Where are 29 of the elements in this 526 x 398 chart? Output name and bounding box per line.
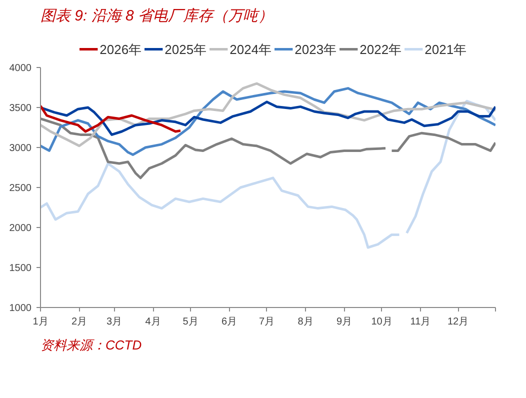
y-tick-label: 3000	[9, 143, 32, 154]
y-tick-label: 3500	[9, 103, 32, 114]
x-tick-label: 4月	[145, 316, 161, 328]
x-tick-label: 5月	[182, 316, 198, 328]
legend-label: 2021年	[424, 42, 467, 57]
legend-label: 2023年	[294, 42, 337, 57]
line-series	[40, 104, 182, 133]
y-tick-label: 2500	[9, 183, 32, 194]
y-tick-label: 2000	[9, 223, 32, 234]
line-series	[40, 100, 496, 136]
chart-title: 图表 9: 沿海 8 省电厂库存（万吨）	[40, 8, 274, 24]
text: 资料来源：CCTD	[40, 338, 142, 352]
x-tick-label: 1月	[32, 316, 48, 328]
legend-label: 2025年	[164, 42, 207, 57]
x-tick-label: 9月	[336, 316, 352, 328]
x-tick-label: 7月	[258, 316, 275, 328]
x-tick-label: 8月	[298, 316, 314, 328]
x-tick-label: 3月	[106, 316, 122, 328]
legend-label: 2022年	[360, 42, 402, 57]
x-tick-label: 6月	[221, 316, 238, 328]
x-tick-label: 12月	[447, 316, 469, 328]
y-tick-label: 1500	[9, 263, 32, 274]
y-tick-label: 1000	[9, 303, 32, 314]
x-tick-label: 2月	[71, 316, 88, 328]
x-tick-label: 11月	[410, 316, 431, 328]
legend-label: 2024年	[230, 42, 272, 57]
x-tick-label: 10月	[371, 316, 392, 328]
y-tick-label: 4000	[9, 63, 32, 74]
legend-label: 2026年	[100, 42, 142, 57]
